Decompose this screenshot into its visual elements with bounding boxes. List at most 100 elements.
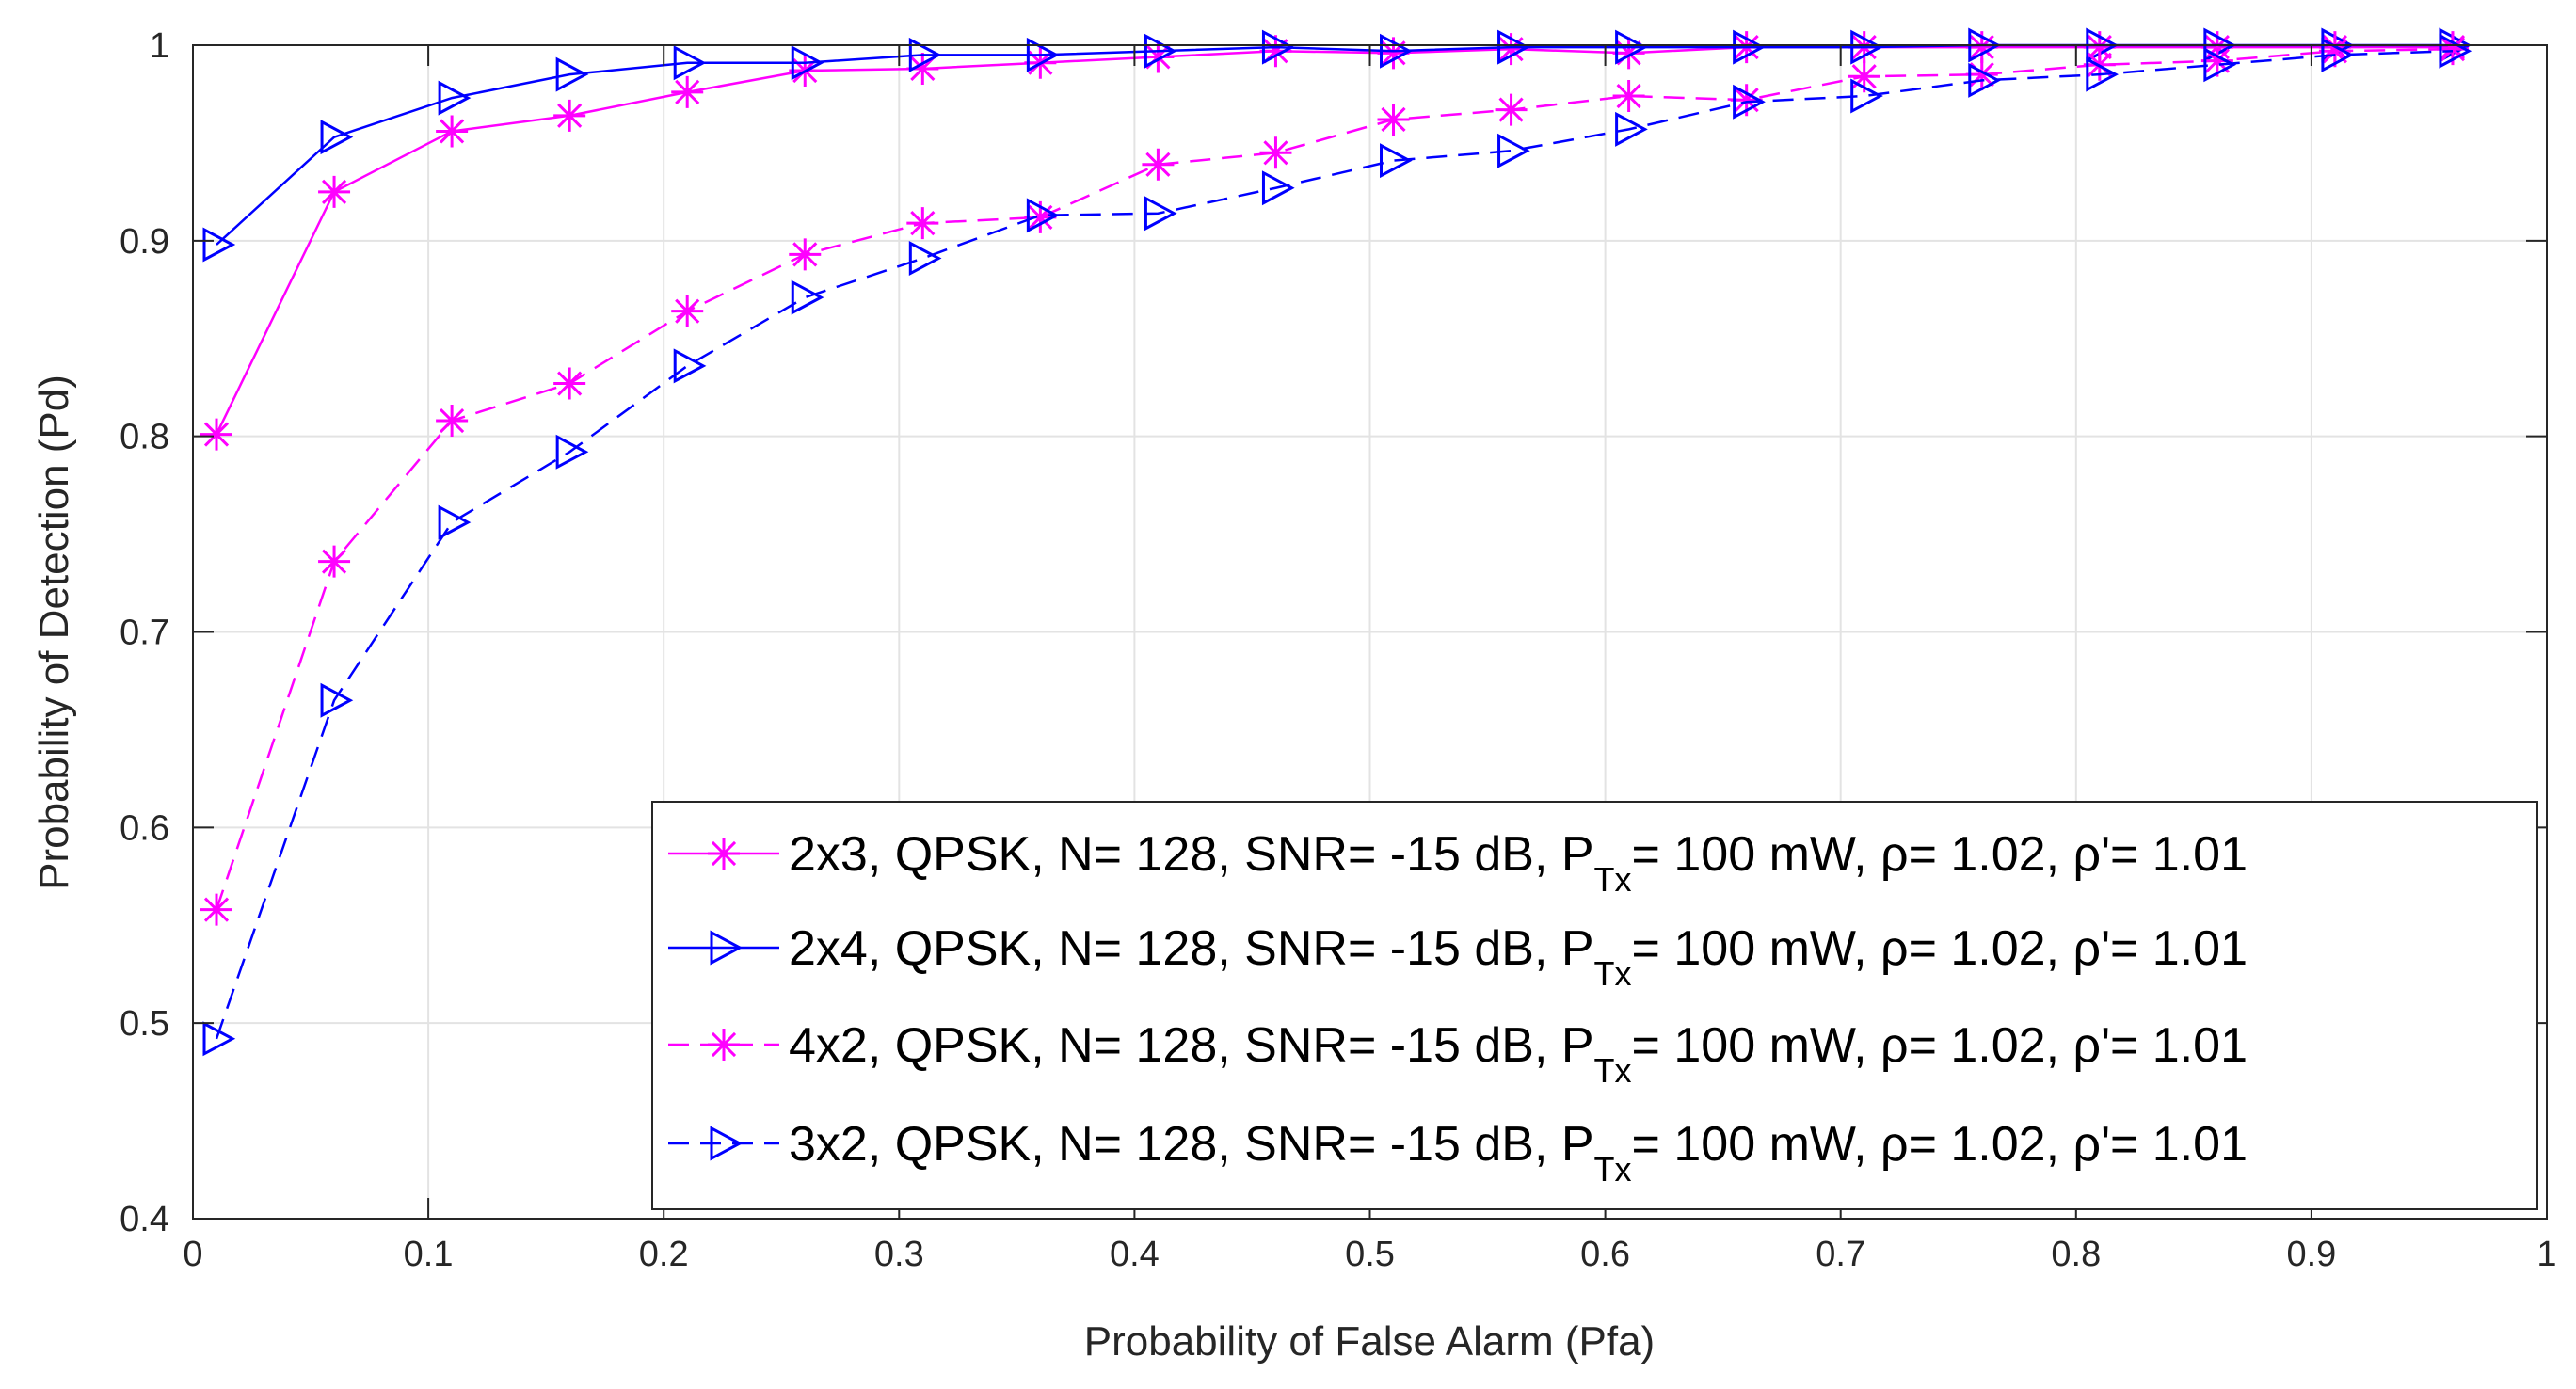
x-tick-label: 0.8 <box>2051 1235 2101 1274</box>
data-point-4x2 <box>318 545 351 578</box>
legend-item-3x2: 3x2, QPSK, N= 128, SNR= -15 dB, PTx= 100… <box>668 1117 2248 1189</box>
x-tick-label: 0.6 <box>1580 1235 1630 1274</box>
data-point-2x4 <box>1733 29 1766 65</box>
data-point-2x4 <box>202 227 236 263</box>
data-point-4x2 <box>671 295 704 327</box>
x-tick-label: 0.3 <box>874 1235 924 1274</box>
data-point-2x3 <box>2083 31 2116 64</box>
data-point-3x2 <box>1144 196 1177 232</box>
data-point-4x2 <box>553 367 586 400</box>
data-point-3x2 <box>438 504 472 540</box>
data-point-4x2 <box>436 405 469 438</box>
data-point-2x4 <box>1261 29 1295 65</box>
data-point-4x2 <box>1612 80 1645 113</box>
data-point-4x2 <box>1259 136 1292 169</box>
data-point-4x2 <box>1377 103 1410 136</box>
y-tick-label: 0.5 <box>120 1004 169 1044</box>
data-point-3x2 <box>1850 78 1883 114</box>
data-point-4x2 <box>2318 35 2351 68</box>
y-tick-label: 0.6 <box>120 808 169 848</box>
data-point-4x2 <box>200 893 233 926</box>
data-point-3x2 <box>791 279 824 315</box>
y-tick-label: 0.7 <box>120 614 169 653</box>
data-point-2x4 <box>1615 29 1648 65</box>
data-point-2x4 <box>1026 37 1060 72</box>
x-axis-label: Probability of False Alarm (Pfa) <box>1084 1318 1655 1365</box>
data-point-3x2 <box>1261 170 1295 206</box>
x-tick-label: 0.5 <box>1345 1235 1395 1274</box>
legend-label: 2x4, QPSK, N= 128, SNR= -15 dB, PTx= 100… <box>789 921 2248 993</box>
x-tick-label: 0.9 <box>2286 1235 2336 1274</box>
data-point-2x3 <box>906 52 939 85</box>
data-point-3x2 <box>1615 111 1648 147</box>
data-point-4x2 <box>1730 84 1763 117</box>
data-point-2x3 <box>436 115 469 148</box>
data-point-2x3 <box>553 99 586 132</box>
series-layer <box>200 27 2472 1057</box>
data-point-3x2 <box>2321 37 2355 72</box>
data-point-2x3 <box>1259 35 1292 68</box>
legend-item-4x2: 4x2, QPSK, N= 128, SNR= -15 dB, PTx= 100… <box>668 1018 2248 1090</box>
data-point-3x2 <box>2203 47 2237 83</box>
y-tick-label: 0.4 <box>120 1200 169 1239</box>
x-tick-label: 0.4 <box>1110 1235 1160 1274</box>
data-point-3x2 <box>2086 56 2119 92</box>
legend-item-2x3: 2x3, QPSK, N= 128, SNR= -15 dB, PTx= 100… <box>668 827 2248 899</box>
legend-marker <box>710 1126 744 1161</box>
data-point-2x3 <box>1142 40 1175 73</box>
data-point-2x3 <box>1495 33 1528 66</box>
x-tick-label: 0 <box>183 1235 202 1274</box>
data-point-4x2 <box>2200 44 2233 77</box>
legend-label: 2x3, QPSK, N= 128, SNR= -15 dB, PTx= 100… <box>789 827 2248 899</box>
data-point-3x2 <box>673 348 707 384</box>
series-line-3x2 <box>215 49 2454 1040</box>
x-tick-label: 1 <box>2536 1235 2556 1274</box>
x-tick-label: 0.2 <box>639 1235 689 1274</box>
y-tick-label: 0.9 <box>120 222 169 262</box>
data-point-2x4 <box>791 45 824 81</box>
data-point-2x4 <box>673 45 707 81</box>
legend-marker <box>710 930 744 966</box>
y-tick-label: 0.8 <box>120 418 169 457</box>
data-point-3x2 <box>320 682 354 718</box>
legend-item-2x4: 2x4, QPSK, N= 128, SNR= -15 dB, PTx= 100… <box>668 921 2248 993</box>
data-point-4x2 <box>1848 60 1880 93</box>
y-axis-label: Probability of Detection (Pd) <box>31 375 77 890</box>
data-point-2x4 <box>1144 33 1177 69</box>
data-point-2x4 <box>1850 29 1883 65</box>
data-point-2x4 <box>555 56 589 92</box>
x-tick-label: 0.7 <box>1816 1235 1865 1274</box>
data-point-3x2 <box>1497 133 1530 168</box>
data-point-4x2 <box>906 207 939 240</box>
series-line-4x2 <box>215 47 2453 911</box>
data-point-2x3 <box>671 75 704 108</box>
data-point-3x2 <box>1026 198 1060 233</box>
axis-ticks: 0 0.1 0.2 0.3 0.4 0.5 0.6 0.7 0.8 0.9 1 0.4 0.5 0.6 0.… <box>120 26 2556 1274</box>
data-point-4x2 <box>1495 93 1528 126</box>
data-point-3x2 <box>555 434 589 470</box>
data-point-2x4 <box>1497 29 1530 65</box>
legend-label: 3x2, QPSK, N= 128, SNR= -15 dB, PTx= 100… <box>789 1117 2248 1189</box>
data-point-3x2 <box>1968 62 2001 98</box>
data-point-2x3 <box>1965 31 1998 64</box>
data-point-2x4 <box>438 80 472 116</box>
data-point-2x4 <box>320 120 354 155</box>
data-point-2x3 <box>318 175 351 208</box>
series-4x2 <box>200 33 2469 926</box>
data-point-3x2 <box>202 1021 236 1057</box>
data-point-2x3 <box>200 418 233 451</box>
legend-box <box>651 801 2538 1210</box>
legend-marker <box>708 1029 740 1061</box>
legend-label: 4x2, QPSK, N= 128, SNR= -15 dB, PTx= 100… <box>789 1018 2248 1090</box>
data-point-4x2 <box>789 238 822 271</box>
series-3x2 <box>202 33 2472 1057</box>
data-point-3x2 <box>1380 143 1413 179</box>
data-point-3x2 <box>908 241 942 277</box>
y-tick-label: 1 <box>150 26 169 66</box>
legend: 2x3, QPSK, N= 128, SNR= -15 dB, PTx= 100… <box>651 801 2538 1210</box>
data-point-4x2 <box>1024 200 1057 233</box>
data-point-2x4 <box>1380 33 1413 69</box>
series-line-2x3 <box>215 45 2453 436</box>
data-point-4x2 <box>2436 33 2469 66</box>
